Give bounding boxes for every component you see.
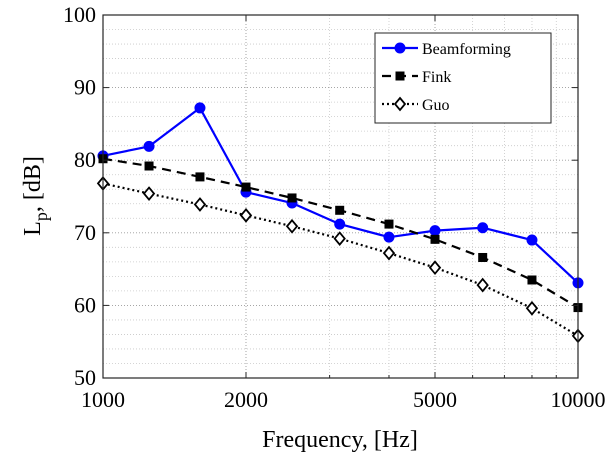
- data-point-beamforming: [477, 222, 489, 234]
- data-point-beamforming: [526, 234, 538, 246]
- data-point-fink: [144, 161, 154, 171]
- legend: Beamforming Fink Guo: [374, 32, 552, 124]
- data-point-beamforming: [429, 225, 441, 237]
- legend-label-guo: Guo: [422, 97, 450, 114]
- data-point-fink: [335, 205, 345, 215]
- tick-labels: 1000 2000 5000 10000 50 60 70 80 90 100: [63, 2, 606, 412]
- data-point-beamforming: [383, 231, 395, 243]
- y-axis-label-rest: , [dB]: [20, 156, 46, 212]
- y-tick-label: 70: [74, 220, 96, 245]
- legend-label-fink: Fink: [422, 69, 451, 86]
- data-point-fink: [430, 234, 440, 244]
- y-axis-label: Lp, [dB]: [20, 156, 51, 236]
- legend-marker-fink: [395, 71, 405, 81]
- x-axis-label: Frequency, [Hz]: [262, 427, 418, 453]
- y-tick-label: 60: [74, 292, 96, 317]
- legend-label-beamforming: Beamforming: [422, 41, 511, 58]
- data-point-guo: [285, 218, 299, 234]
- y-axis-label-main: L: [20, 221, 46, 236]
- plot-frame: [102, 14, 579, 379]
- data-point-fink: [287, 193, 297, 203]
- y-tick-label: 50: [74, 365, 96, 390]
- data-point-guo: [428, 260, 442, 276]
- data-point-guo: [142, 186, 156, 202]
- data-point-guo: [382, 245, 396, 261]
- series-layer: [96, 102, 585, 344]
- data-point-fink: [384, 219, 394, 229]
- data-point-fink: [527, 275, 537, 285]
- data-point-guo: [476, 277, 489, 293]
- legend-marker-guo: [393, 96, 407, 112]
- x-tick-label: 5000: [413, 387, 457, 412]
- legend-marker-beamforming: [394, 42, 406, 54]
- data-point-guo: [333, 231, 346, 247]
- x-tick-label: 1000: [81, 387, 125, 412]
- data-point-fink: [241, 182, 251, 192]
- data-point-beamforming: [194, 102, 206, 114]
- y-tick-label: 100: [63, 2, 96, 27]
- x-tick-label: 2000: [224, 387, 268, 412]
- data-point-beamforming: [334, 218, 346, 230]
- y-tick-label: 90: [74, 75, 96, 100]
- data-point-fink: [478, 252, 488, 262]
- data-point-guo: [193, 197, 207, 212]
- y-axis-label-subscript: p: [31, 212, 51, 221]
- data-point-guo: [239, 207, 253, 223]
- series-line-guo: [102, 182, 579, 337]
- data-point-fink: [195, 172, 205, 182]
- x-tick-label: 10000: [551, 387, 606, 412]
- y-tick-label: 80: [74, 147, 96, 172]
- ticks-layer: [102, 14, 579, 379]
- data-point-beamforming: [143, 140, 155, 152]
- data-point-guo: [525, 300, 539, 316]
